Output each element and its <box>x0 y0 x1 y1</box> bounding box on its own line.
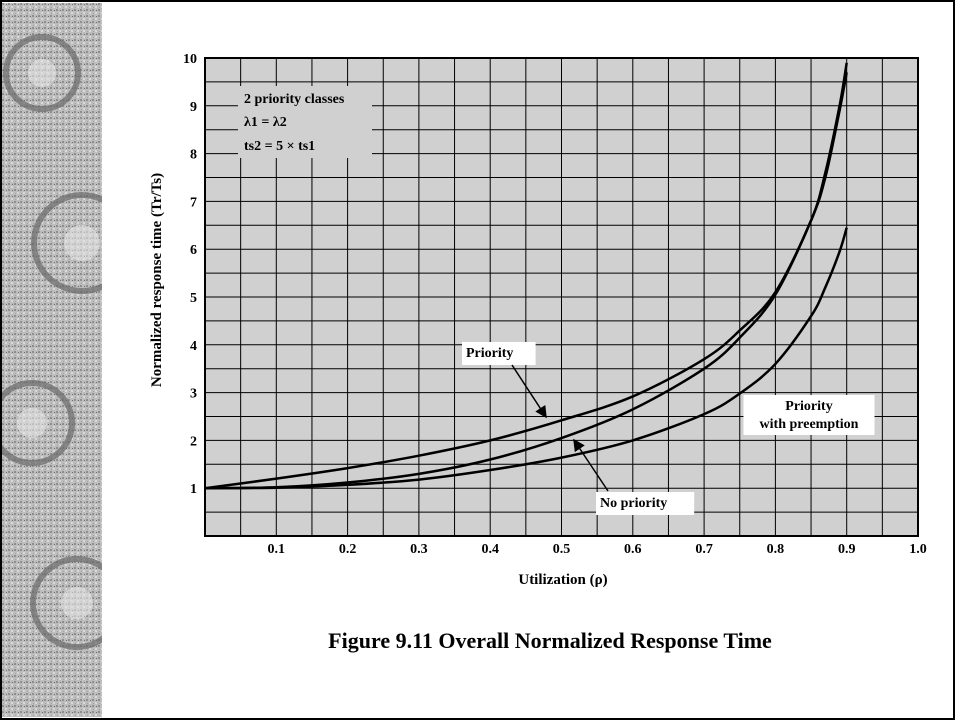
gear-icon <box>2 34 102 650</box>
x-tick-label: 0.1 <box>268 542 286 557</box>
y-tick-label: 8 <box>190 148 197 163</box>
x-tick-label: 0.3 <box>410 542 428 557</box>
x-tick-label: 0.9 <box>838 542 856 557</box>
y-tick-label: 3 <box>190 387 197 402</box>
annotation-priority: Priority <box>466 346 513 361</box>
axis-ticks: 0.1 0.2 0.3 0.4 0.5 0.6 0.7 0.8 0.9 1.0 1 2 3 4 5 6 7 8 9 1… <box>183 52 927 557</box>
series-line-no-priority <box>204 72 848 490</box>
annotation-preemption: Priority <box>785 399 832 414</box>
y-tick-label: 5 <box>190 291 197 306</box>
y-tick-label: 6 <box>190 243 197 258</box>
figure-caption: Figure 9.11 Overall Normalized Response … <box>328 628 772 653</box>
y-tick-label: 2 <box>190 434 197 449</box>
x-tick-label: 0.7 <box>695 542 713 557</box>
annotation-priority-arrow <box>511 364 547 419</box>
annotation-preemption: with preemption <box>760 417 859 432</box>
gear-decoration-strip <box>2 3 102 717</box>
x-tick-label: 0.5 <box>553 542 571 557</box>
annotation-no-priority-bg <box>596 492 695 515</box>
series-line-priority-with-preemption <box>204 227 848 490</box>
x-axis-label: Utilization (ρ) <box>518 572 607 588</box>
y-tick-label: 9 <box>190 100 197 115</box>
y-tick-label: 10 <box>183 52 197 67</box>
y-tick-label: 1 <box>190 482 197 497</box>
x-tick-label: 1.0 <box>909 542 927 557</box>
x-tick-label: 0.4 <box>481 542 499 557</box>
annotation-no-priority-arrow <box>573 438 609 492</box>
x-tick-label: 0.8 <box>767 542 785 557</box>
annotation-no-priority: No priority <box>600 496 667 511</box>
annotations: Priority No priority Priority with preempti… <box>462 342 875 515</box>
info-line-1: 2 priority classes <box>244 92 345 107</box>
x-tick-label: 0.6 <box>624 542 642 557</box>
series-lines <box>204 62 848 490</box>
info-box: 2 priority classes λ1 = λ2 ts2 = 5 × ts1 <box>238 86 372 158</box>
info-line-2: λ1 = λ2 <box>244 115 287 130</box>
annotation-priority-bg <box>462 342 536 365</box>
x-tick-label: 0.2 <box>339 542 357 557</box>
info-line-3: ts2 = 5 × ts1 <box>244 139 315 154</box>
y-tick-label: 4 <box>190 339 197 354</box>
y-axis-label: Normalized response time (Tr/Ts) <box>149 173 165 387</box>
annotation-preemption-bg <box>743 395 875 435</box>
y-tick-label: 7 <box>190 195 197 210</box>
